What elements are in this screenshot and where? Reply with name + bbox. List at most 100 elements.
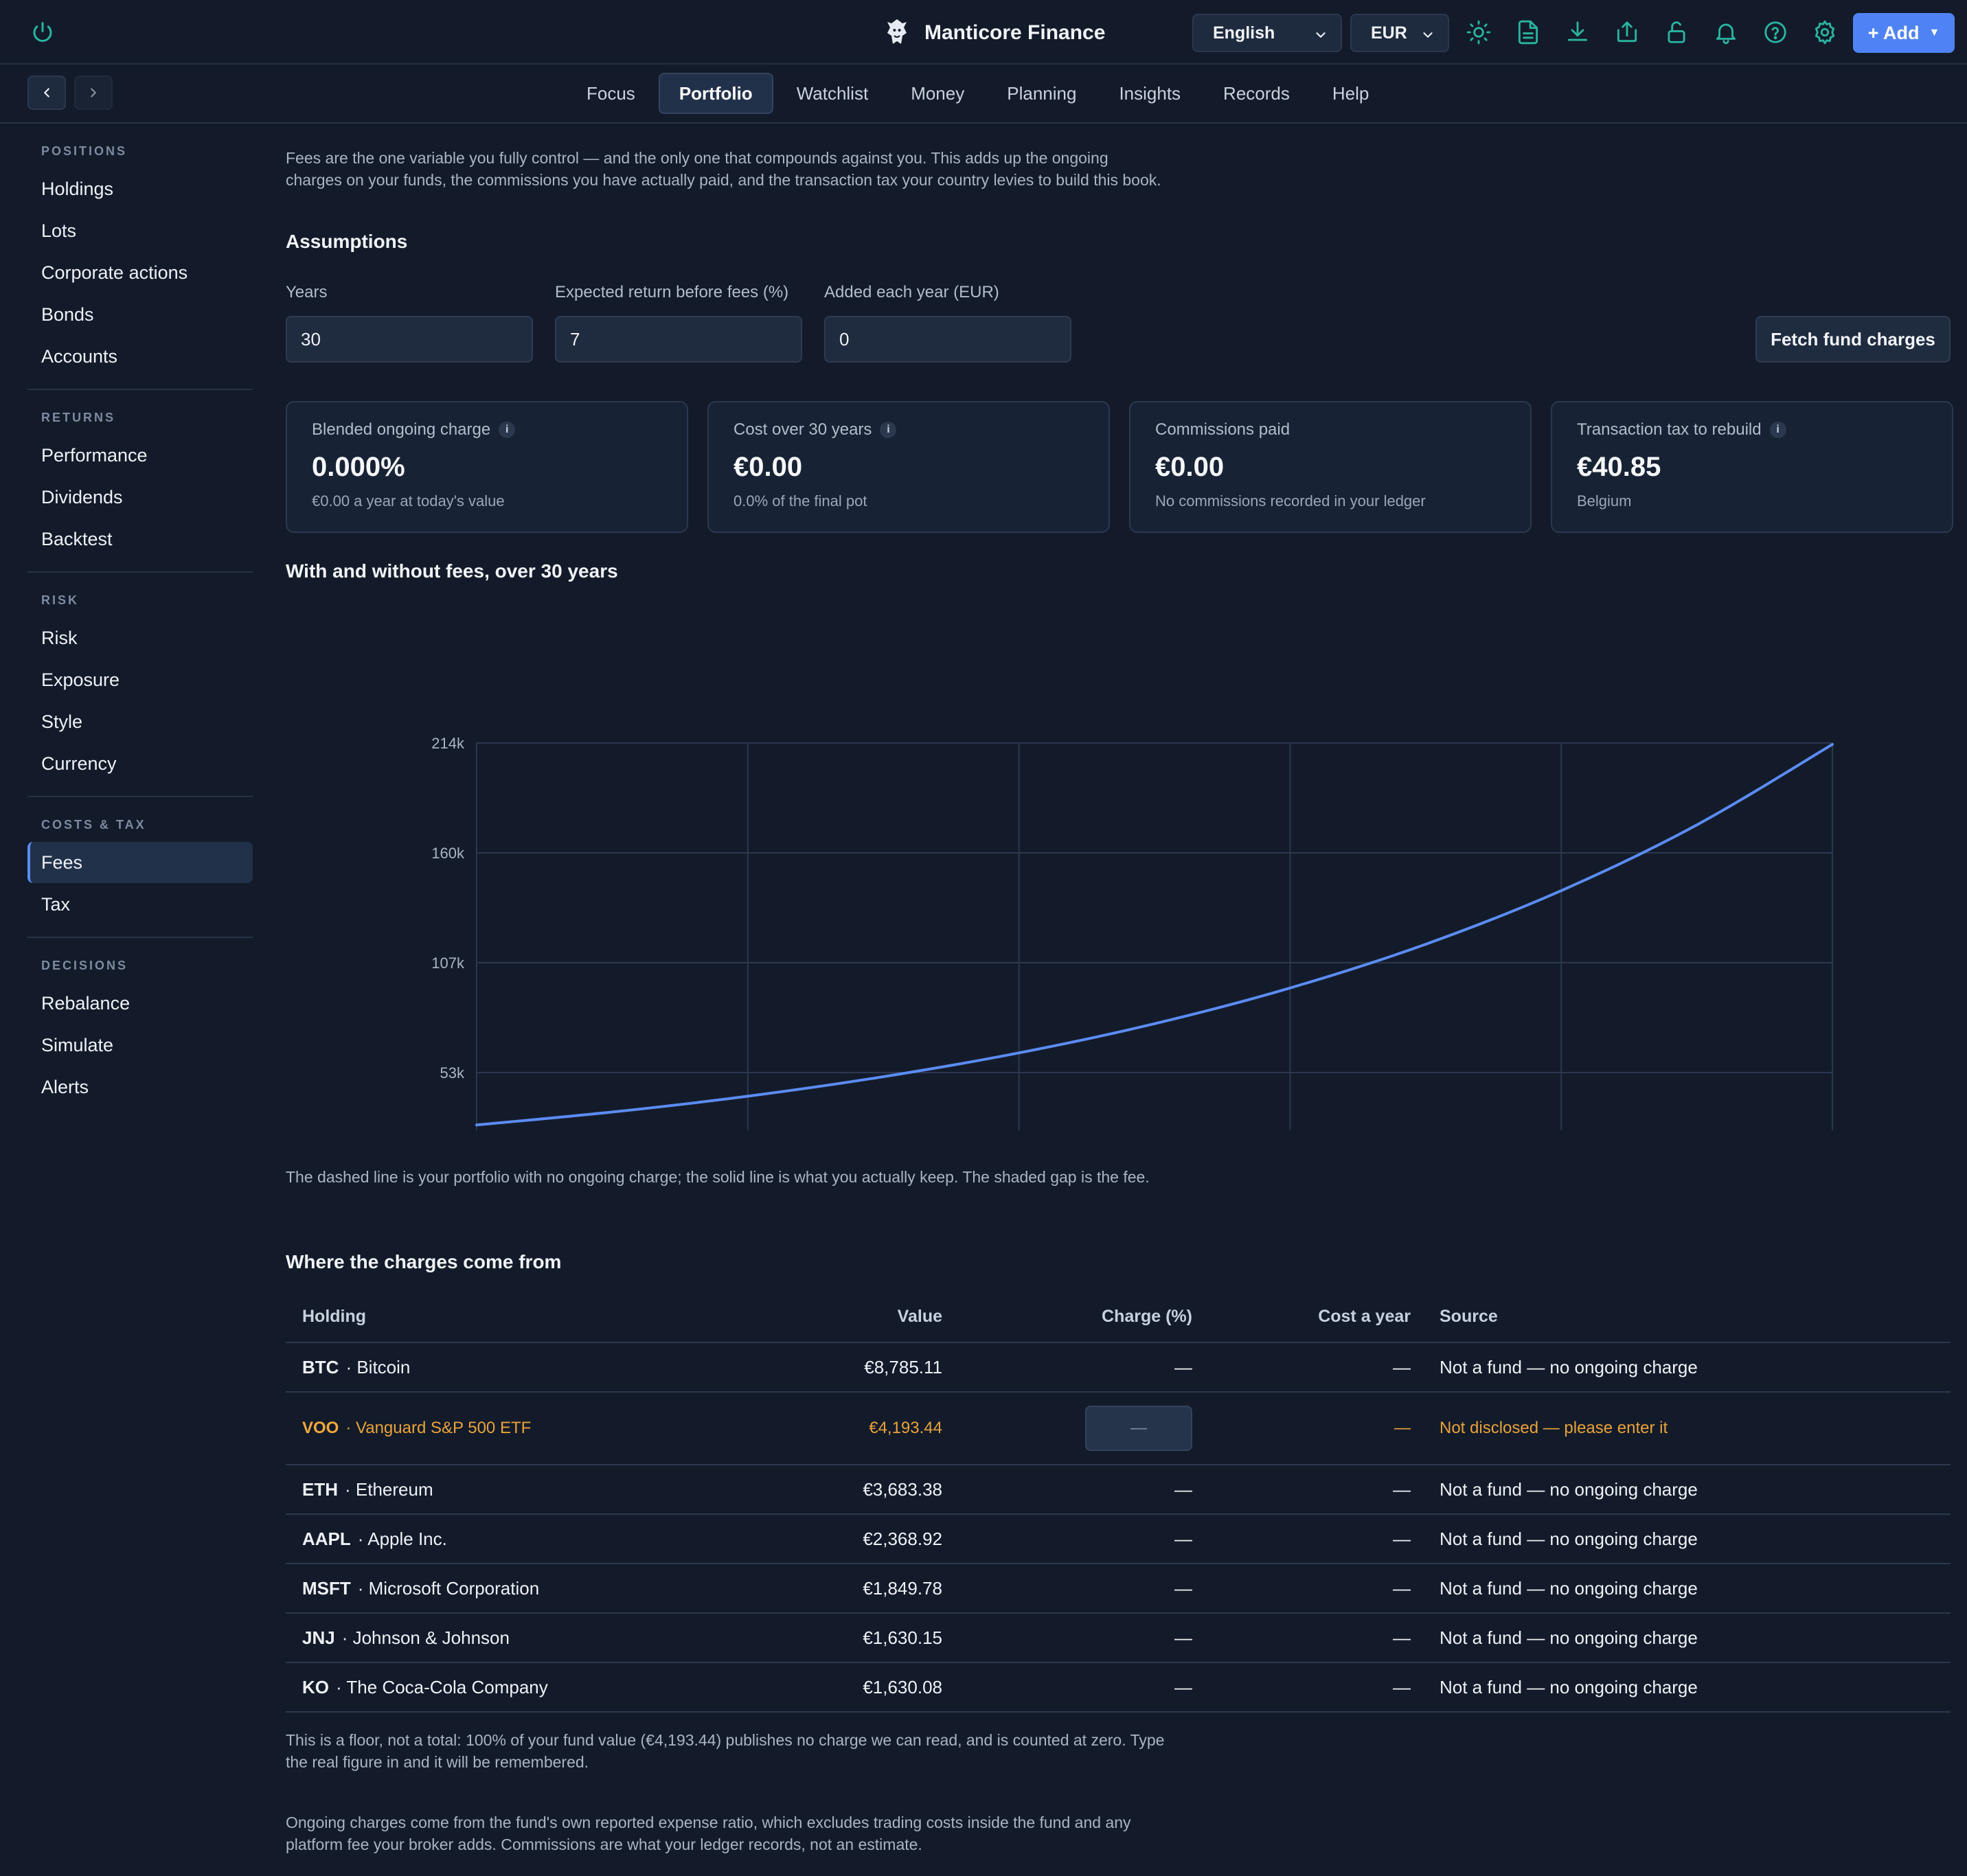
tab-watchlist[interactable]: Watchlist <box>796 82 869 104</box>
header-value: Value <box>897 1306 942 1326</box>
card-label: Commissions paid <box>1155 420 1505 439</box>
gear-icon[interactable] <box>1812 19 1838 45</box>
source-cell: Not a fund — no ongoing charge <box>1440 1356 1698 1377</box>
cost-cell: — <box>1393 1356 1411 1377</box>
power-icon[interactable] <box>30 20 55 45</box>
card-subtext: No commissions recorded in your ledger <box>1155 492 1426 510</box>
fetch-fund-charges-button[interactable]: Fetch fund charges <box>1755 316 1951 363</box>
language-select[interactable]: English <box>1192 14 1342 52</box>
tab-money[interactable]: Money <box>911 82 965 104</box>
manticore-logo-icon <box>887 19 907 44</box>
series-line-after-fees <box>475 743 1834 1127</box>
holding-cell: BTC · Bitcoin <box>302 1343 410 1391</box>
sidebar-item-fees[interactable]: Fees <box>27 842 253 883</box>
share-export-icon[interactable] <box>1614 19 1640 45</box>
help-icon[interactable] <box>1762 19 1788 45</box>
sidebar-item-lots[interactable]: Lots <box>41 220 77 241</box>
report-document-icon[interactable] <box>1515 19 1541 45</box>
holding-ticker: KO <box>302 1676 329 1697</box>
back-button[interactable] <box>27 76 66 110</box>
value-cell: €3,683.38 <box>863 1478 942 1500</box>
card-value: 0.000% <box>312 452 405 482</box>
card-subtext: Belgium <box>1577 492 1632 510</box>
sidebar-group: RISK Risk Exposure Style Currency <box>27 573 253 797</box>
forward-button[interactable] <box>74 76 113 110</box>
sidebar-item-bonds[interactable]: Bonds <box>41 304 94 325</box>
holding-cell: KO · The Coca-Cola Company <box>302 1663 548 1711</box>
nav-bar: Focus Portfolio Watchlist Money Planning Insi… <box>0 65 1967 124</box>
caret-down-icon: ▼ <box>1929 27 1940 38</box>
return-label: Expected return before fees (%) <box>555 283 789 301</box>
sidebar-group: POSITIONS Holdings Lots Corporate actions Bo… <box>27 124 253 390</box>
card-value: €0.00 <box>1155 452 1225 482</box>
table-row: ETH · Ethereum €3,683.38 — — Not a fund — no … <box>286 1465 1951 1515</box>
return-input[interactable]: 7 <box>555 316 802 363</box>
sidebar-group-title: COSTS & TAX <box>41 818 146 832</box>
chevron-down-icon <box>1423 32 1433 38</box>
card-label: Transaction tax to rebuild i <box>1577 420 1927 439</box>
y-tick-label: 214k <box>431 735 465 752</box>
sidebar-item-exposure[interactable]: Exposure <box>41 669 120 690</box>
sidebar-item-accounts[interactable]: Accounts <box>41 345 118 367</box>
tab-focus[interactable]: Focus <box>587 82 635 104</box>
added-input[interactable]: 0 <box>824 316 1071 363</box>
download-icon[interactable] <box>1565 19 1591 45</box>
sidebar-group-title: DECISIONS <box>41 959 128 972</box>
app-title: Manticore Finance <box>924 21 1106 44</box>
source-cell: Not a fund — no ongoing charge <box>1440 1478 1698 1500</box>
holding-cell: ETH · Ethereum <box>302 1465 433 1513</box>
sidebar-item-corporate-actions[interactable]: Corporate actions <box>41 262 188 283</box>
info-icon[interactable]: i <box>880 422 897 438</box>
theme-sun-icon[interactable] <box>1466 19 1492 45</box>
holding-name: · The Coca-Cola Company <box>336 1676 548 1697</box>
sidebar-group-title: RISK <box>41 593 80 607</box>
sidebar-item-backtest[interactable]: Backtest <box>41 528 113 549</box>
charge-input[interactable]: — <box>1085 1406 1192 1451</box>
tab-portfolio[interactable]: Portfolio <box>658 73 773 114</box>
sidebar-item-performance[interactable]: Performance <box>41 444 148 466</box>
summary-card: Blended ongoing charge i 0.000% €0.00 a yea… <box>286 401 688 533</box>
intro-text: Fees are the one variable you fully cont… <box>286 149 1161 189</box>
source-cell: Not a fund — no ongoing charge <box>1440 1577 1698 1599</box>
table-row: MSFT · Microsoft Corporation €1,849.78 — — No… <box>286 1564 1951 1614</box>
holding-name: · Bitcoin <box>345 1356 411 1377</box>
tab-insights[interactable]: Insights <box>1119 82 1181 104</box>
cost-cell: — <box>1393 1528 1411 1549</box>
chart-note: The dashed line is your portfolio with n… <box>286 1168 1150 1186</box>
holding-name: · Apple Inc. <box>357 1528 447 1549</box>
holding-ticker: BTC <box>302 1356 339 1377</box>
holding-ticker: JNJ <box>302 1627 335 1648</box>
info-icon[interactable]: i <box>499 422 516 438</box>
unlock-icon[interactable] <box>1663 19 1690 45</box>
tab-records[interactable]: Records <box>1223 82 1290 104</box>
sidebar-item-simulate[interactable]: Simulate <box>41 1034 114 1055</box>
brand: Manticore Finance <box>883 16 1105 49</box>
summary-card: Commissions paid €0.00 No commissions reco… <box>1129 401 1532 533</box>
tab-planning[interactable]: Planning <box>1007 82 1077 104</box>
info-icon[interactable]: i <box>1769 422 1786 438</box>
holding-name: · Vanguard S&P 500 ETF <box>345 1419 532 1437</box>
sidebar-item-rebalance[interactable]: Rebalance <box>41 992 130 1014</box>
tab-help[interactable]: Help <box>1332 82 1369 104</box>
bell-icon[interactable] <box>1713 19 1739 45</box>
value-cell: €1,849.78 <box>863 1577 942 1599</box>
sidebar-item-dividends[interactable]: Dividends <box>41 486 123 507</box>
sidebar-item-alerts[interactable]: Alerts <box>41 1076 89 1097</box>
holding-ticker: VOO <box>302 1419 339 1437</box>
value-cell: €1,630.15 <box>863 1627 942 1648</box>
summary-card: Cost over 30 years i €0.00 0.0% of the fina… <box>707 401 1110 533</box>
add-button[interactable]: + Add ▼ <box>1853 13 1955 53</box>
card-subtext: 0.0% of the final pot <box>734 492 867 510</box>
sidebar-item-style[interactable]: Style <box>41 711 83 732</box>
charge-cell: — <box>1174 1676 1192 1697</box>
card-label-text: Cost over 30 years <box>734 420 872 439</box>
currency-select[interactable]: EUR <box>1350 14 1449 52</box>
sidebar-item-risk[interactable]: Risk <box>41 627 78 648</box>
years-input[interactable]: 30 <box>286 316 533 363</box>
sidebar-item-holdings[interactable]: Holdings <box>41 178 114 199</box>
table-title: Where the charges come from <box>286 1251 562 1272</box>
table-row: JNJ · Johnson & Johnson €1,630.15 — — Not a f… <box>286 1614 1951 1663</box>
sidebar-item-tax[interactable]: Tax <box>41 893 71 915</box>
header-charge: Charge (%) <box>1102 1306 1192 1326</box>
sidebar-item-currency[interactable]: Currency <box>41 753 117 774</box>
